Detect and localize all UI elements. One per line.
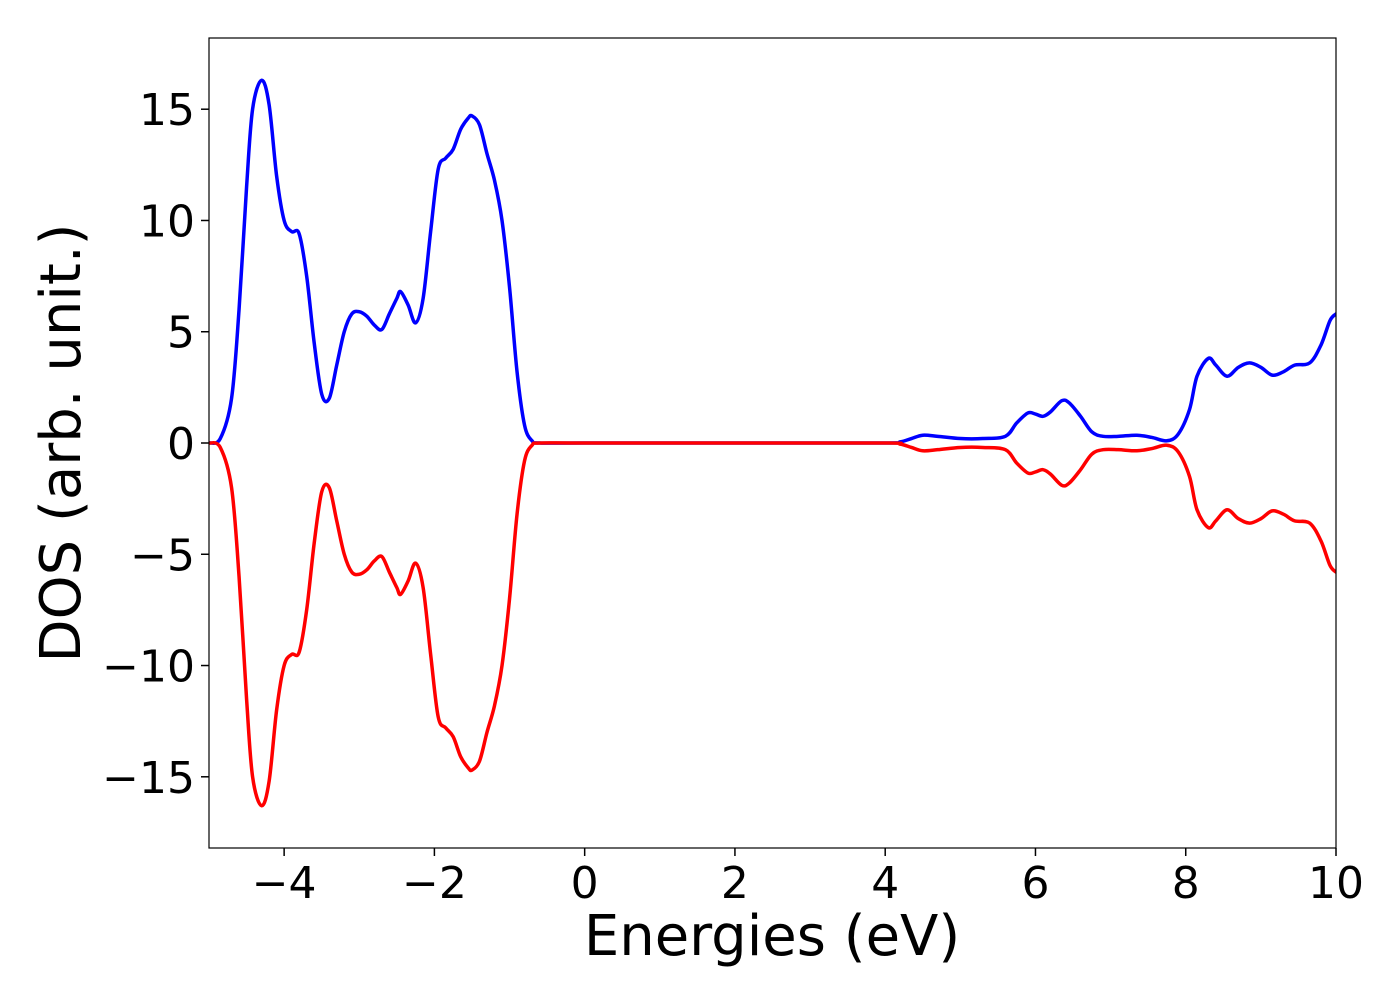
x-tick-label: 6	[1021, 858, 1049, 909]
x-tick-label: 10	[1308, 858, 1364, 909]
x-axis-ticks: −4 −2 0 2 4 6 8 10	[252, 848, 1364, 909]
series-layer	[209, 78, 1336, 808]
x-tick-label: 2	[721, 858, 749, 909]
x-axis-label: Energies (eV)	[584, 904, 960, 969]
x-tick-label: 0	[571, 858, 599, 909]
y-tick-label: −10	[102, 642, 195, 693]
y-tick-label: 0	[167, 419, 195, 470]
series-line-positive	[209, 78, 1336, 446]
y-tick-label: 10	[139, 196, 195, 247]
x-tick-label: 4	[871, 858, 899, 909]
y-tick-label: 5	[167, 308, 195, 359]
y-tick-label: 15	[139, 85, 195, 136]
y-axis-ticks: −15 −10 −5 0 5 10 15	[102, 85, 209, 804]
x-tick-label: −2	[402, 858, 467, 909]
x-tick-label: −4	[252, 858, 317, 909]
y-axis-label: DOS (arb. unit.)	[29, 223, 94, 662]
series-line-negative	[209, 440, 1336, 808]
y-tick-label: −5	[130, 530, 195, 581]
x-tick-label: 8	[1172, 858, 1200, 909]
y-tick-label: −15	[102, 753, 195, 804]
